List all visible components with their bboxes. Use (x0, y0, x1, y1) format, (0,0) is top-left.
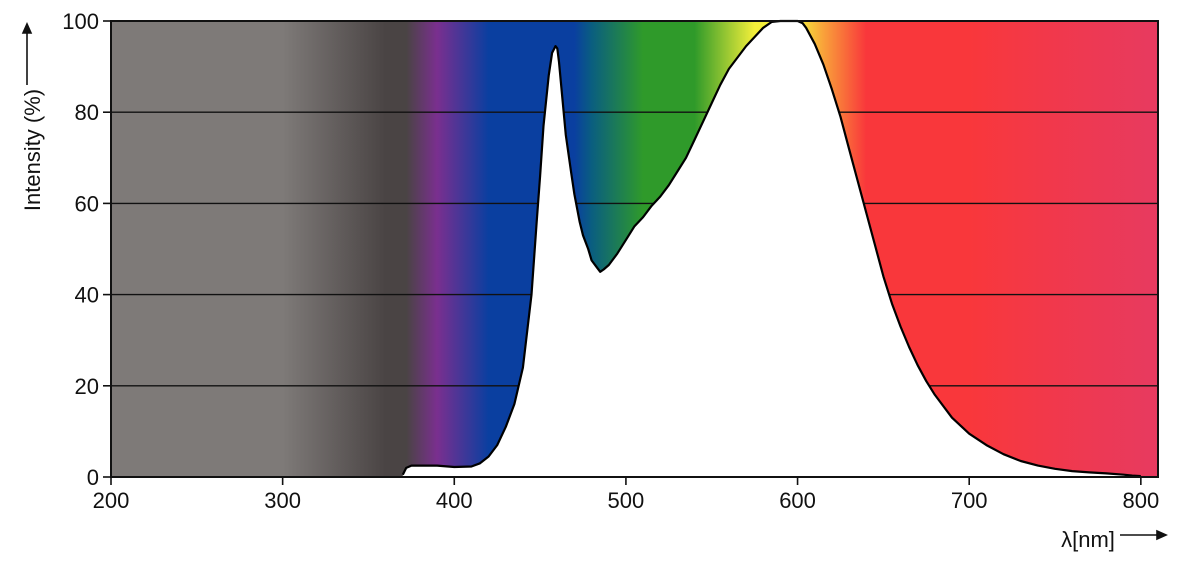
x-tick-label: 800 (1122, 488, 1159, 513)
y-tick-label: 40 (75, 283, 99, 308)
spectrum-curve-line (401, 19, 1141, 478)
x-tick-label: 300 (264, 488, 301, 513)
x-axis-arrow (1120, 529, 1168, 541)
y-tick-label: 80 (75, 100, 99, 125)
y-tick-label: 60 (75, 191, 99, 216)
x-tick-label: 700 (951, 488, 988, 513)
y-axis-ticks: 0 20 40 60 80 100 (62, 9, 111, 490)
spectrum-curve-area (402, 21, 1141, 477)
y-axis-title-group: Intensity (%) (20, 89, 45, 211)
y-tick-label: 0 (87, 465, 99, 490)
y-tick-label: 100 (62, 9, 99, 34)
x-tick-label: 600 (779, 488, 816, 513)
x-tick-label: 400 (436, 488, 473, 513)
plot-frame (110, 20, 1159, 478)
x-tick-label: 500 (608, 488, 645, 513)
x-axis-title: λ[nm] (1061, 527, 1115, 552)
y-axis-arrow-head (21, 22, 33, 34)
x-axis-ticks: 200 300 400 500 600 700 800 (93, 477, 1159, 513)
y-axis-arrow (21, 22, 33, 85)
y-tick-label: 20 (75, 374, 99, 399)
y-axis-title: Intensity (%) (20, 89, 45, 211)
x-tick-label: 200 (93, 488, 130, 513)
x-axis-arrow-head (1156, 529, 1168, 541)
